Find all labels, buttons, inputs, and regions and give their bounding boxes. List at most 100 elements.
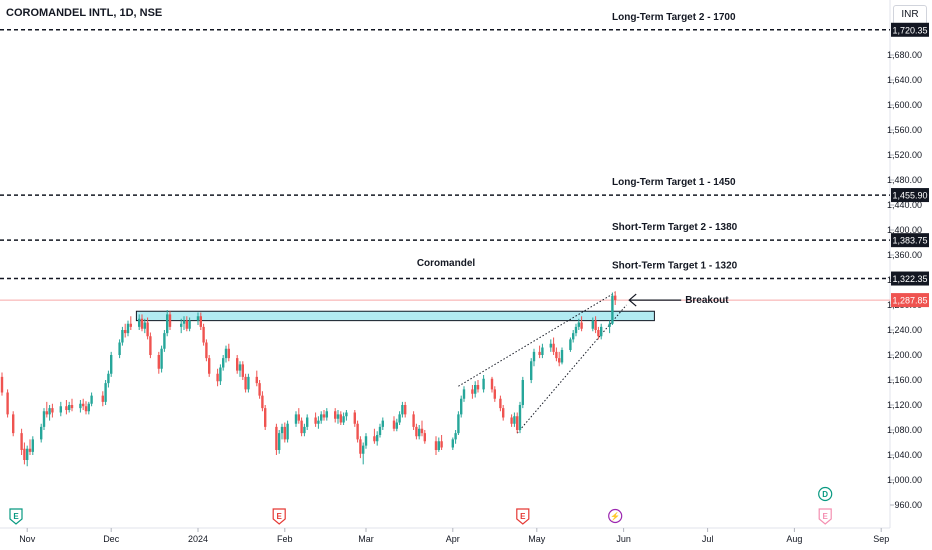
candle	[412, 411, 415, 430]
candle-body	[532, 351, 536, 362]
candle	[614, 291, 617, 305]
event-marker-earnings-future[interactable]: E	[818, 508, 832, 525]
candle-body	[555, 351, 558, 359]
y-tick-label: 1,560.00	[887, 125, 922, 135]
event-marker-earnings-past[interactable]: E	[272, 508, 286, 525]
candle	[227, 343, 230, 362]
x-tick-label: Nov	[19, 534, 36, 544]
candle	[415, 423, 418, 440]
resistance-zone-box[interactable]	[135, 310, 655, 322]
candle-body	[322, 414, 326, 418]
candle-body	[45, 411, 48, 415]
candle-body	[423, 433, 426, 442]
candle	[314, 412, 317, 427]
candle-body	[236, 358, 239, 371]
candle-body	[580, 322, 583, 329]
target-lines[interactable]: Long-Term Target 2 - 1700 Long-Term Targe…	[0, 12, 890, 280]
candle	[129, 316, 132, 330]
candle	[0, 372, 4, 396]
candle-body	[244, 376, 247, 390]
rising-wedge[interactable]	[458, 292, 627, 434]
candle	[45, 401, 48, 418]
candle-body	[300, 420, 303, 434]
candle-body	[23, 448, 26, 460]
candle-body	[518, 405, 522, 430]
target-line-label: Short-Term Target 1 - 1320	[612, 261, 738, 272]
candle	[356, 420, 359, 443]
candle-body	[320, 414, 323, 421]
candle-body	[12, 414, 15, 434]
candle-body	[283, 426, 286, 440]
candle	[166, 310, 169, 337]
resistance-zone[interactable]	[135, 310, 655, 322]
candle	[499, 395, 502, 412]
candle-body	[471, 389, 474, 394]
candle-body	[185, 320, 188, 329]
candle-body	[353, 412, 356, 424]
breakout-annotation[interactable]: Breakout	[628, 293, 729, 307]
candle-body	[219, 367, 222, 382]
y-tick-label: 960.00	[894, 500, 922, 510]
candle-body	[68, 405, 71, 410]
wedge-lower-line[interactable]	[516, 304, 627, 434]
candle-body	[90, 395, 93, 404]
event-marker-circle	[818, 486, 833, 502]
candle	[462, 386, 466, 402]
candle-body	[255, 376, 258, 384]
candle-body	[516, 416, 519, 430]
candle	[378, 423, 382, 438]
candle	[572, 330, 575, 343]
candle-body	[247, 376, 250, 390]
event-marker-news[interactable]: ⚡	[608, 508, 623, 524]
candle-body	[457, 414, 460, 434]
candle	[418, 425, 421, 440]
candle-body	[238, 364, 242, 371]
candle-body	[48, 408, 51, 415]
candle	[121, 326, 124, 346]
event-marker-earnings-past[interactable]: E	[516, 508, 530, 525]
event-marker-earnings-past[interactable]: E	[9, 508, 23, 525]
candle	[23, 442, 26, 465]
candle-body	[325, 411, 328, 418]
candle-body	[82, 403, 85, 407]
candle	[434, 436, 438, 455]
x-tick-label: May	[528, 534, 546, 544]
x-tick-label: Mar	[358, 534, 374, 544]
candle	[59, 401, 62, 417]
candle	[555, 347, 558, 362]
candle	[68, 401, 71, 413]
event-marker-shield	[9, 508, 23, 525]
candle	[476, 380, 480, 393]
candle-body	[373, 436, 376, 442]
candle	[471, 385, 474, 399]
candle-body	[40, 426, 43, 440]
candle	[294, 411, 298, 427]
event-marker-dividend[interactable]: D	[818, 486, 833, 502]
candle	[401, 401, 404, 418]
candle	[283, 422, 286, 443]
candle-body	[541, 347, 544, 355]
candle-body	[342, 416, 345, 423]
candle	[362, 442, 365, 465]
candle	[157, 351, 160, 374]
candle-body	[437, 441, 440, 450]
candle	[420, 420, 424, 437]
event-markers[interactable]: E E E ⚡ D E	[9, 486, 833, 525]
candle	[530, 358, 533, 384]
candle-body	[552, 343, 555, 352]
candle	[345, 410, 348, 421]
candle	[552, 337, 555, 355]
candle	[303, 423, 306, 437]
candle	[510, 414, 513, 427]
candle	[454, 430, 457, 444]
candle	[90, 392, 93, 407]
candle	[611, 292, 614, 325]
candle	[594, 316, 597, 334]
wedge-upper-line[interactable]	[458, 292, 616, 387]
target-line-label: Long-Term Target 2 - 1700	[612, 12, 736, 23]
candle-body	[376, 435, 379, 442]
candle	[124, 323, 127, 338]
candle	[40, 423, 43, 443]
target-price-badge: 1,383.75	[892, 236, 927, 246]
